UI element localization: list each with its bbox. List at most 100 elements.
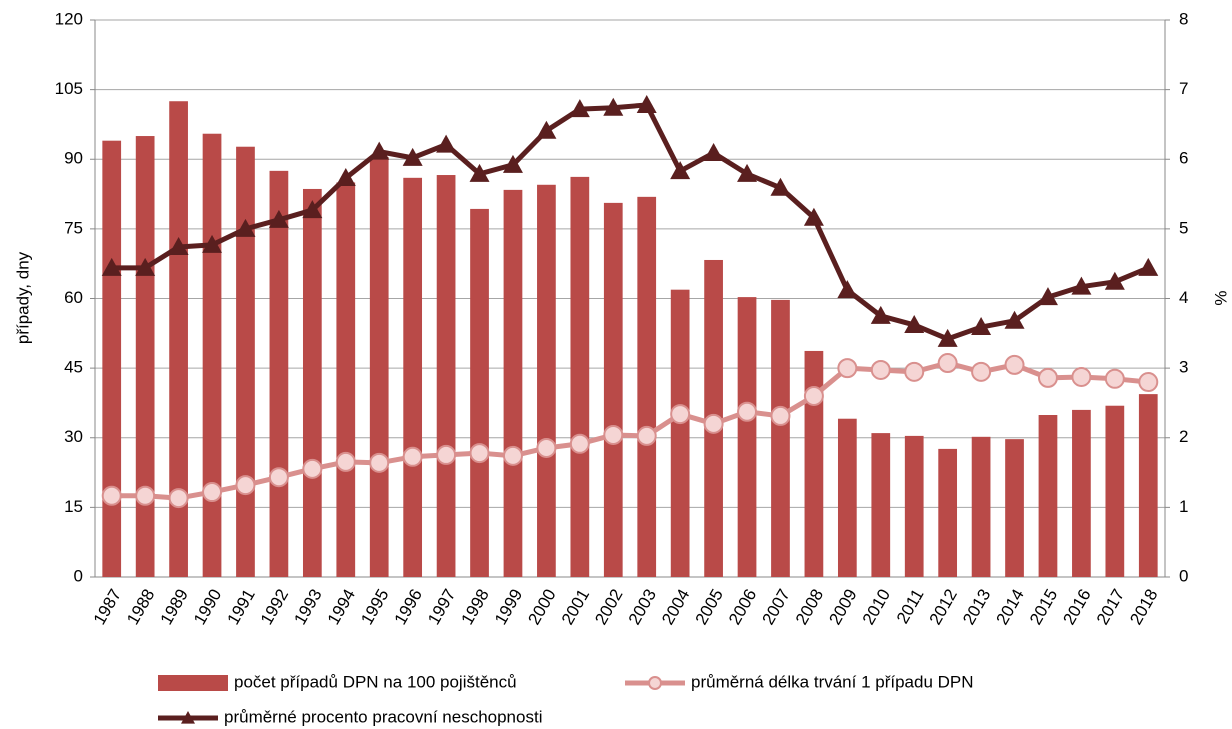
- bar: [503, 189, 523, 577]
- x-tick-label: 2014: [993, 586, 1028, 628]
- x-tick-label: 2016: [1059, 586, 1094, 628]
- x-tick-label: 1988: [123, 586, 158, 628]
- line-marker: [904, 361, 925, 382]
- x-tick-label: 1999: [491, 586, 526, 628]
- line-marker: [369, 141, 390, 160]
- x-tick-label: 2007: [758, 586, 793, 628]
- legend-label: počet případů DPN na 100 pojištěnců: [234, 672, 517, 691]
- bar: [369, 156, 389, 577]
- line-marker: [436, 444, 457, 465]
- y-tick-label: 45: [64, 358, 83, 377]
- line-marker: [202, 482, 223, 503]
- line-marker: [1138, 372, 1159, 393]
- y-tick-label: 120: [55, 9, 83, 28]
- x-tick-label: 1996: [391, 586, 426, 628]
- line-marker: [870, 359, 891, 380]
- line-marker: [536, 437, 557, 458]
- line-marker: [268, 467, 289, 488]
- x-tick-label: 1990: [190, 586, 225, 628]
- x-tick-label: 2006: [725, 586, 760, 628]
- line-marker: [302, 200, 323, 219]
- bar: [1138, 394, 1158, 577]
- bar: [470, 208, 489, 577]
- bar: [302, 188, 322, 577]
- bar: [804, 350, 824, 577]
- bar: [202, 133, 222, 578]
- line-marker: [636, 425, 657, 446]
- x-tick-label: 2009: [825, 586, 860, 628]
- x-tick-label: 2010: [859, 586, 894, 628]
- y-tick-label: 90: [64, 149, 83, 168]
- line-marker: [536, 120, 557, 139]
- line-marker: [135, 485, 156, 506]
- line-marker: [737, 163, 758, 182]
- line-marker: [469, 443, 490, 464]
- y-tick-label: 75: [64, 218, 83, 237]
- line-marker: [202, 234, 223, 253]
- bar: [537, 184, 556, 577]
- line-marker: [803, 385, 824, 406]
- bar: [603, 202, 623, 578]
- line-marker: [937, 328, 958, 347]
- line-marker: [469, 163, 490, 182]
- bar: [1005, 439, 1024, 577]
- y2-tick-label: 5: [1179, 218, 1188, 237]
- line-marker: [168, 236, 189, 255]
- line-marker: [636, 94, 657, 113]
- line-marker: [1104, 271, 1125, 290]
- line-marker: [569, 433, 590, 454]
- x-tick-label: 2015: [1026, 586, 1061, 628]
- x-tick-label: 1989: [157, 586, 192, 628]
- y-tick-label: 105: [55, 79, 83, 98]
- line-marker: [737, 401, 758, 422]
- line-marker: [670, 404, 691, 425]
- line-marker: [402, 147, 423, 166]
- bar: [670, 289, 690, 577]
- bar: [102, 140, 122, 577]
- line-marker: [1037, 287, 1058, 306]
- y-tick-label: 30: [64, 427, 83, 446]
- y2-tick-label: 4: [1179, 288, 1188, 307]
- bar: [436, 175, 456, 577]
- line-marker: [1104, 368, 1125, 389]
- x-tick-label: 2002: [591, 586, 626, 628]
- line-marker: [235, 218, 256, 237]
- line-marker: [1004, 354, 1025, 375]
- line-marker: [268, 209, 289, 228]
- x-tick-label: 1992: [257, 586, 292, 628]
- y2-axis-title: %: [1211, 290, 1230, 305]
- line-marker: [837, 358, 858, 379]
- x-tick-label: 2018: [1126, 586, 1161, 628]
- bar: [1072, 409, 1091, 577]
- line-marker: [101, 257, 122, 276]
- line-marker: [101, 485, 122, 506]
- bar: [837, 418, 857, 577]
- legend-swatch: [158, 675, 228, 691]
- x-tick-label: 1995: [357, 586, 392, 628]
- bar: [938, 448, 958, 577]
- bar: [771, 299, 790, 577]
- line-marker: [436, 134, 457, 153]
- line-marker: [1071, 366, 1092, 387]
- bar: [971, 436, 991, 577]
- bar: [737, 297, 757, 577]
- x-tick-label: 2011: [893, 586, 928, 627]
- legend-marker: [181, 711, 195, 724]
- x-tick-label: 1994: [324, 586, 359, 628]
- x-tick-label: 1987: [90, 586, 125, 628]
- line-marker: [1138, 257, 1159, 276]
- x-tick-label: 1993: [290, 586, 325, 628]
- y2-tick-label: 2: [1179, 427, 1188, 446]
- line-marker: [803, 207, 824, 226]
- y-tick-label: 0: [74, 566, 83, 585]
- line-marker: [603, 424, 624, 445]
- line-marker: [1071, 276, 1092, 295]
- line-marker: [369, 452, 390, 473]
- line-marker: [168, 488, 189, 509]
- x-tick-label: 2012: [926, 586, 961, 628]
- y-tick-label: 60: [64, 288, 83, 307]
- legend-marker: [648, 676, 662, 690]
- line-marker: [670, 161, 691, 180]
- x-tick-label: 2001: [558, 586, 593, 628]
- line-marker: [402, 446, 423, 467]
